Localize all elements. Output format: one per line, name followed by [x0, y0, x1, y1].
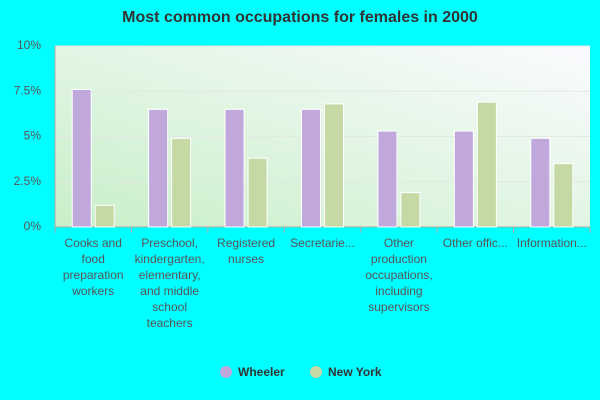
bar — [377, 130, 398, 228]
bar — [400, 192, 421, 228]
x-tick-label: Cooks and food preparation workers — [62, 236, 124, 298]
bar — [530, 137, 551, 228]
bar — [324, 103, 344, 228]
bar — [553, 163, 574, 228]
chart-title: Most common occupations for females in 2… — [122, 9, 478, 26]
bar — [71, 88, 92, 228]
bar — [301, 108, 321, 228]
bar — [247, 157, 268, 228]
y-tick-label: 0% — [24, 219, 42, 233]
legend-marker — [310, 366, 322, 378]
legend-marker — [220, 366, 232, 378]
bar — [453, 130, 474, 228]
x-tick-label: Preschool, kindergarten, elementary, and… — [134, 236, 205, 330]
y-tick-label: 2.5% — [14, 174, 42, 188]
x-tick-label: Other production occupations, including … — [365, 236, 433, 314]
legend-label: New York — [328, 365, 382, 379]
y-tick-label: 10% — [17, 38, 41, 52]
x-tick-label: Information... — [516, 236, 587, 250]
bar — [94, 204, 115, 228]
legend-label: Wheeler — [238, 365, 285, 379]
bar — [148, 108, 169, 228]
x-tick-label: Other offic... — [442, 236, 508, 250]
x-tick-label: Secretarie... — [290, 236, 355, 250]
y-tick-label: 7.5% — [14, 83, 42, 97]
y-tick-label: 5% — [24, 129, 42, 143]
bar — [171, 137, 192, 228]
bar — [476, 101, 497, 228]
bar — [224, 108, 245, 228]
x-tick-label: Registered nurses — [217, 236, 276, 266]
